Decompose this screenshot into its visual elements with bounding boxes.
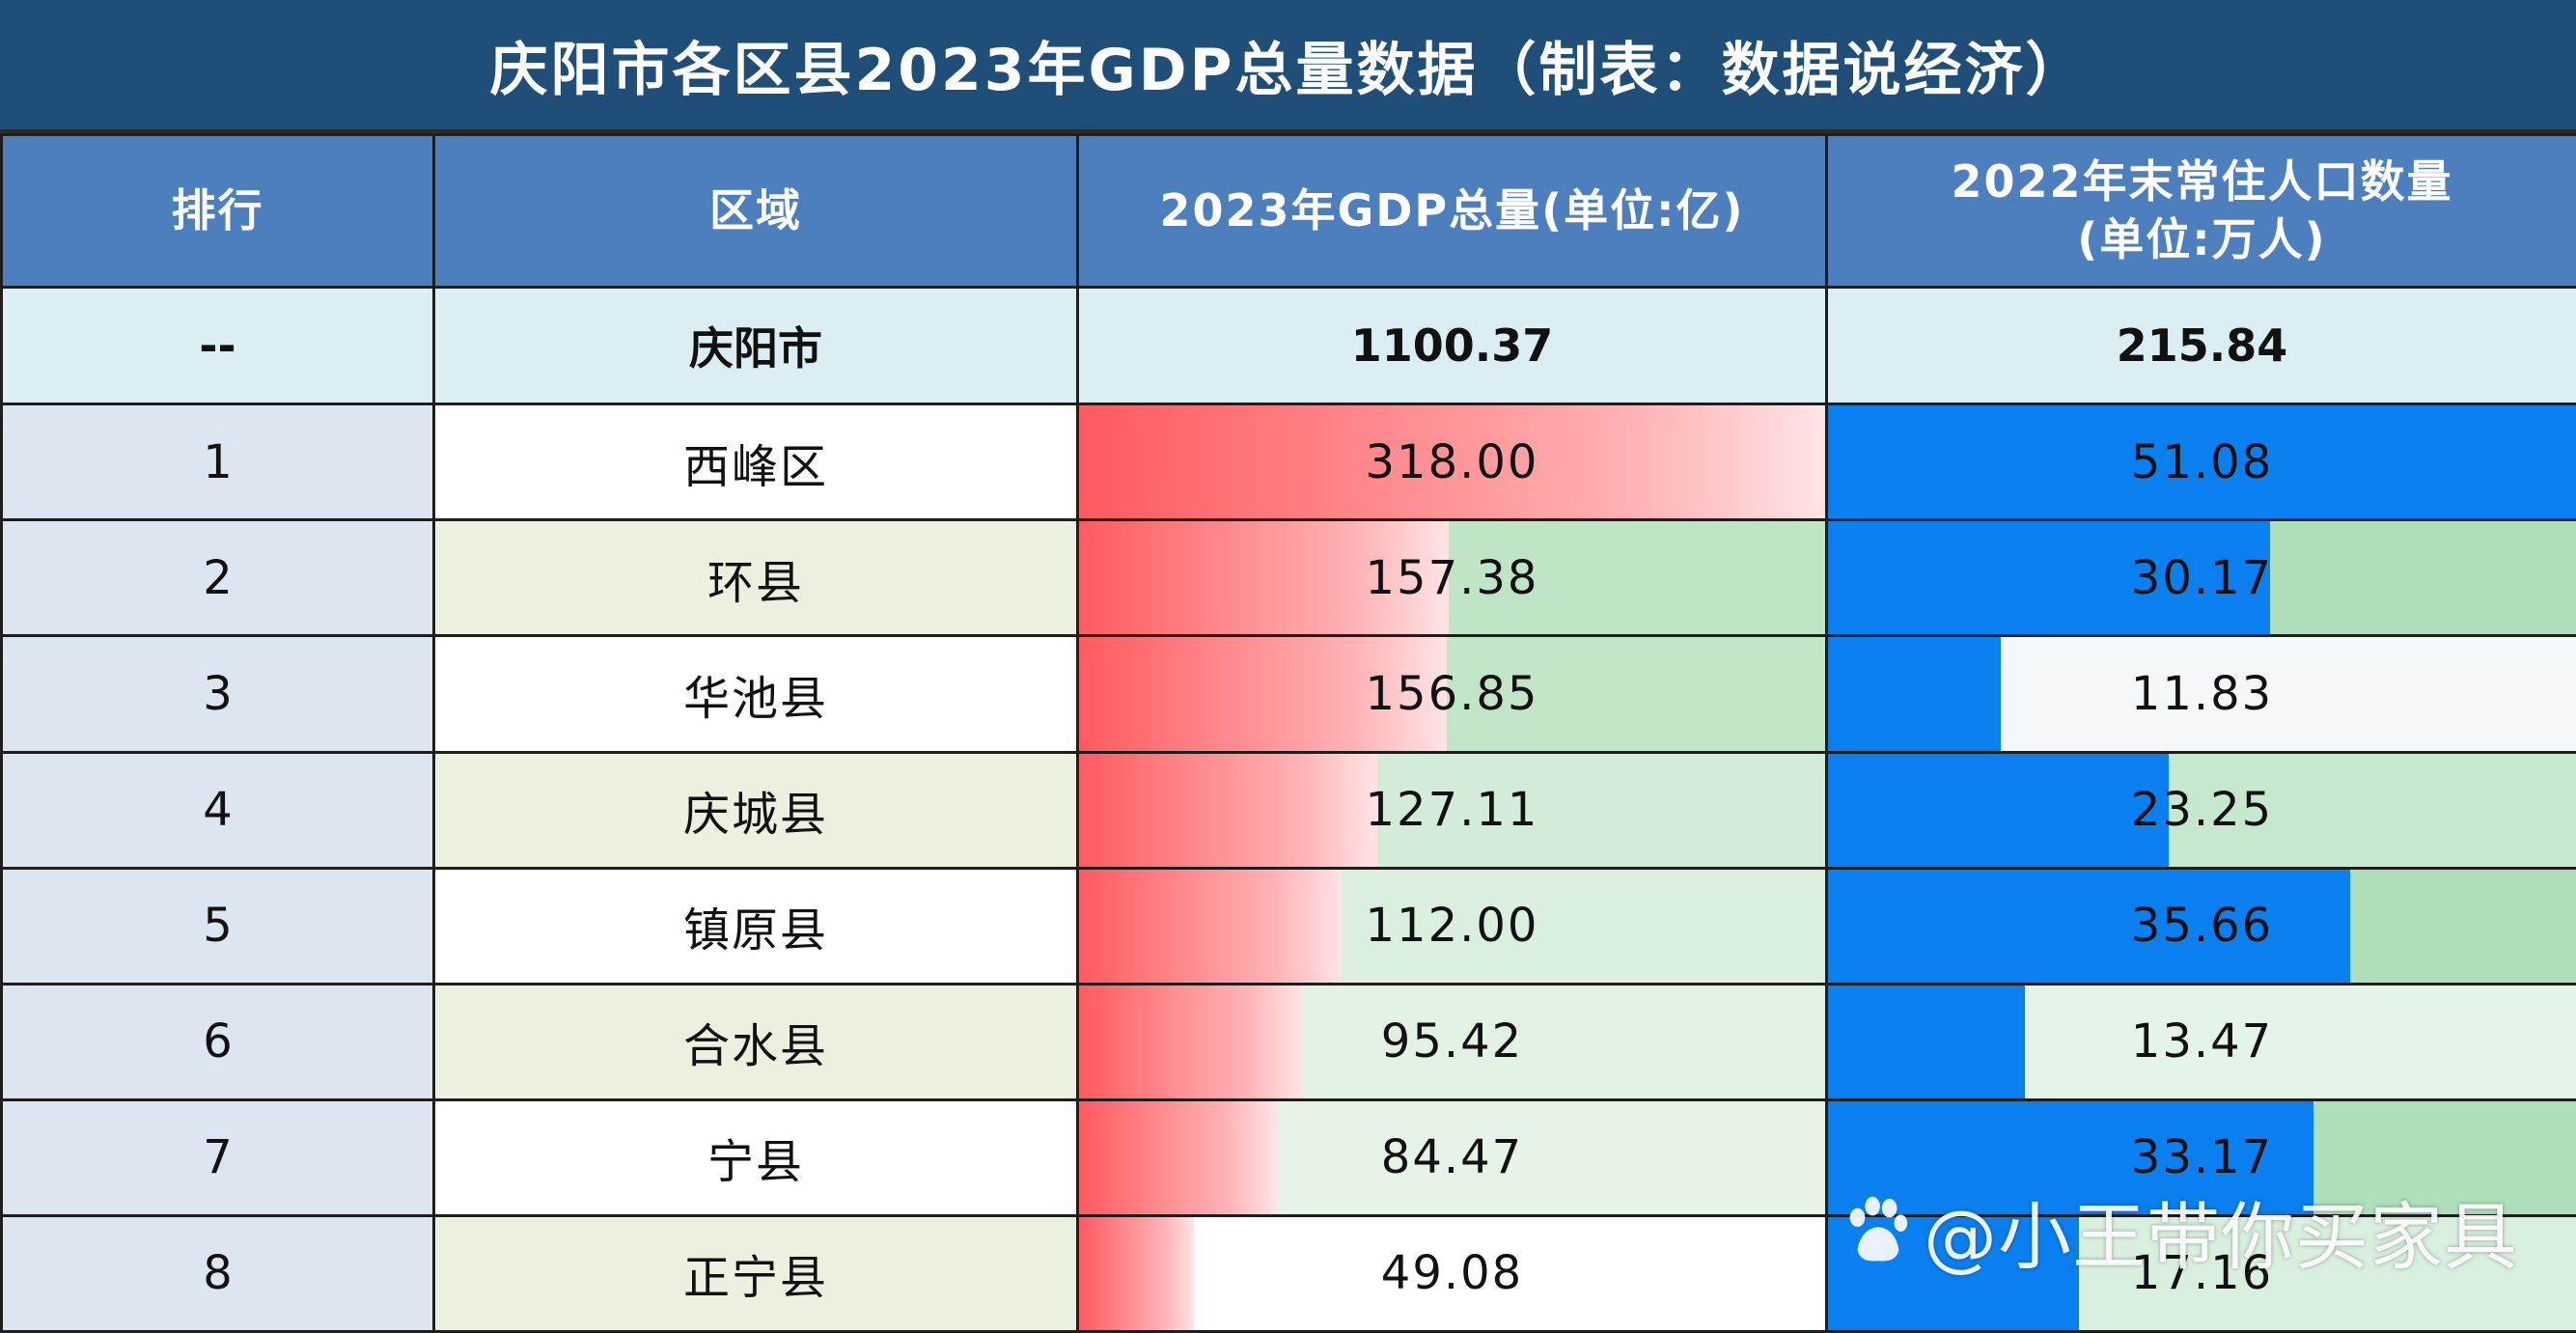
table-row: 7 宁县 84.47 33.17 [0,1097,2576,1217]
total-rank: -- [0,286,435,406]
total-region: 庆阳市 [432,286,1079,406]
gdp-value-label: 49.08 [1380,1246,1524,1301]
gdp-table: 排行 区域 2023年GDP总量(单位:亿) 2022年末常住人口数量 (单位:… [0,132,2576,1333]
gdp-cell: 318.00 [1076,403,1828,522]
gdp-bar [1080,755,1377,866]
region-label: 环县 [706,555,804,610]
gdp-value-label: 127.11 [1365,783,1539,838]
region-label: 西峰区 [682,439,828,494]
header-population-line2: (单位:万人) [2077,212,2327,265]
watermark-text: @小王带你买家具 [1924,1194,2518,1280]
total-row: -- 庆阳市 1100.37 215.84 [0,286,2576,406]
population-value-label: 33.17 [2130,1130,2274,1185]
gdp-bar [1080,522,1449,633]
population-cell: 33.17 [1825,1097,2576,1217]
table-row: 5 镇原县 112.00 35.66 [0,866,2576,986]
rank-cell: 8 [0,1213,435,1333]
region-cell: 华池县 [432,634,1079,754]
rank-cell: 3 [0,634,435,754]
header-population: 2022年末常住人口数量 (单位:万人) [1825,132,2576,290]
population-value-label: 17.16 [2130,1246,2274,1301]
population-cell: 17.16 [1825,1213,2576,1333]
gdp-value-label: 112.00 [1365,899,1539,954]
region-label: 正宁县 [682,1251,828,1306]
region-cell: 宁县 [432,1097,1079,1217]
population-cell: 51.08 [1825,403,2576,522]
region-label: 庆城县 [682,788,828,843]
table-row: 1 西峰区 318.00 51.08 [0,403,2576,522]
gdp-bar [1080,638,1448,749]
table-row: 8 正宁县 49.08 17.16 [0,1213,2576,1333]
gdp-value-label: 318.00 [1365,434,1539,489]
header-row: 排行 区域 2023年GDP总量(单位:亿) 2022年末常住人口数量 (单位:… [0,132,2576,290]
population-bar [1829,406,2575,517]
rank-cell: 5 [0,866,435,986]
region-cell: 西峰区 [432,403,1079,522]
population-cell: 35.66 [1825,866,2576,986]
gdp-cell-background [1080,1218,1824,1329]
population-bar [1829,986,2026,1097]
gdp-value-label: 156.85 [1365,666,1539,721]
gdp-cell: 49.08 [1076,1213,1828,1333]
gdp-value-label: 157.38 [1365,550,1539,605]
population-value-label: 11.83 [2130,666,2274,721]
table-row: 3 华池县 156.85 11.83 [0,634,2576,754]
rank-cell: 2 [0,518,435,638]
total-population: 215.84 [1825,286,2576,406]
gdp-cell: 112.00 [1076,866,1828,986]
header-rank: 排行 [0,132,435,290]
gdp-cell: 127.11 [1076,750,1828,870]
region-label: 宁县 [706,1135,804,1190]
population-bar [1829,755,2169,866]
table-row: 6 合水县 95.42 13.47 [0,982,2576,1101]
region-label: 华池县 [682,671,828,726]
population-value-label: 30.17 [2130,550,2274,605]
gdp-bar [1080,871,1343,982]
region-cell: 庆城县 [432,750,1079,870]
population-value-label: 13.47 [2130,1014,2274,1069]
region-label: 合水县 [682,1019,828,1074]
region-cell: 合水县 [432,982,1079,1101]
baidu-paw-icon [1849,1196,1908,1262]
population-bar [1829,522,2270,633]
population-bar [1829,638,2002,749]
header-population-line1: 2022年末常住人口数量 [1951,154,2453,208]
header-region: 区域 [432,132,1079,290]
table-row: 2 环县 157.38 30.17 [0,518,2576,638]
population-value-label: 23.25 [2130,783,2274,838]
gdp-cell: 157.38 [1076,518,1828,638]
total-gdp: 1100.37 [1076,286,1828,406]
gdp-bar [1080,406,1824,517]
table-row: 4 庆城县 127.11 23.25 [0,750,2576,870]
population-cell: 13.47 [1825,982,2576,1101]
gdp-cell: 84.47 [1076,1097,1828,1217]
rank-cell: 4 [0,750,435,870]
table-title: 庆阳市各区县2023年GDP总量数据（制表：数据说经济） [0,0,2576,133]
gdp-value-label: 95.42 [1380,1014,1524,1069]
gdp-bar [1080,986,1303,1097]
gdp-cell: 95.42 [1076,982,1828,1101]
gdp-value-label: 84.47 [1380,1130,1524,1185]
watermark: @小王带你买家具 [1839,1187,2518,1280]
gdp-cell: 156.85 [1076,634,1828,754]
rank-cell: 1 [0,403,435,522]
population-bar [1829,1102,2314,1213]
rank-cell: 6 [0,982,435,1101]
rank-cell: 7 [0,1097,435,1217]
data-rows: 1 西峰区 318.00 51.08 2 环县 157.38 30.17 3 华池县 156.85 1… [0,403,2576,1333]
header-gdp: 2023年GDP总量(单位:亿) [1076,132,1828,290]
population-value-label: 51.08 [2130,434,2274,489]
region-cell: 环县 [432,518,1079,638]
population-cell: 23.25 [1825,750,2576,870]
gdp-bar [1080,1102,1278,1213]
gdp-bar [1080,1218,1195,1329]
region-cell: 正宁县 [432,1213,1079,1333]
population-cell: 30.17 [1825,518,2576,638]
region-cell: 镇原县 [432,866,1079,986]
population-cell: 11.83 [1825,634,2576,754]
population-bar [1829,871,2351,982]
population-value-label: 35.66 [2130,899,2274,954]
region-label: 镇原县 [682,903,828,958]
